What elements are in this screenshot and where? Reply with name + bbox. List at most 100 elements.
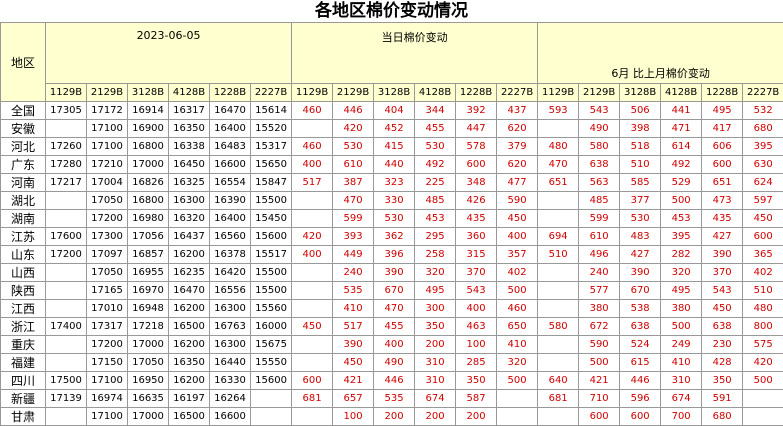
region-cell: 湖北 — [1, 192, 46, 210]
monthly-change-cell: 510 — [743, 282, 783, 300]
price-cell: 17100 — [87, 372, 128, 390]
monthly-change-cell — [538, 354, 579, 372]
daily-change-cell: 225 — [415, 174, 456, 192]
price-cell: 15650 — [251, 156, 292, 174]
monthly-change-cell: 453 — [661, 210, 702, 228]
daily-change-cell: 400 — [456, 300, 497, 318]
monthly-change-cell — [743, 408, 783, 426]
price-cell — [46, 264, 87, 282]
price-cell: 15600 — [251, 228, 292, 246]
monthly-change-cell: 694 — [538, 228, 579, 246]
monthly-change-cell: 249 — [661, 336, 702, 354]
monthly-change-cell — [538, 120, 579, 138]
monthly-change-cell: 480 — [743, 300, 783, 318]
price-cell: 16556 — [210, 282, 251, 300]
daily-change-cell: 310 — [415, 372, 456, 390]
monthly-change-cell: 390 — [702, 246, 743, 264]
monthly-change-cell: 496 — [579, 246, 620, 264]
monthly-change-cell: 600 — [620, 408, 661, 426]
price-cell: 16000 — [251, 318, 292, 336]
monthly-change-cell: 230 — [702, 336, 743, 354]
daily-change-cell: 200 — [415, 408, 456, 426]
monthly-change-cell: 563 — [579, 174, 620, 192]
price-cell: 17050 — [87, 264, 128, 282]
monthly-change-cell: 680 — [743, 120, 783, 138]
daily-change-cell: 240 — [333, 264, 374, 282]
price-cell: 16955 — [128, 264, 169, 282]
monthly-change-cell: 597 — [743, 192, 783, 210]
price-cell: 16450 — [169, 156, 210, 174]
price-cell: 16826 — [128, 174, 169, 192]
daily-change-cell — [292, 336, 333, 354]
daily-change-cell: 530 — [333, 138, 374, 156]
monthly-change-cell: 240 — [579, 264, 620, 282]
daily-change-cell: 323 — [374, 174, 415, 192]
daily-change-cell: 447 — [456, 120, 497, 138]
daily-change-cell: 674 — [415, 390, 456, 408]
daily-change-cell: 435 — [456, 210, 497, 228]
monthly-change-cell: 630 — [743, 156, 783, 174]
monthly-change-cell: 310 — [661, 372, 702, 390]
price-cell: 16390 — [210, 192, 251, 210]
region-cell: 陕西 — [1, 282, 46, 300]
price-cell: 17400 — [46, 318, 87, 336]
price-cell: 17050 — [87, 192, 128, 210]
price-cell: 16914 — [128, 102, 169, 120]
price-cell: 16800 — [128, 192, 169, 210]
price-cell: 16948 — [128, 300, 169, 318]
monthly-change-cell: 402 — [743, 264, 783, 282]
daily-change-cell — [497, 408, 538, 426]
daily-change-cell: 440 — [374, 156, 415, 174]
price-cell: 15675 — [251, 336, 292, 354]
price-cell — [46, 354, 87, 372]
code-header: 3128B — [128, 84, 169, 102]
price-cell: 17150 — [87, 354, 128, 372]
monthly-change-cell: 471 — [661, 120, 702, 138]
price-cell: 17000 — [128, 408, 169, 426]
monthly-change-cell: 624 — [743, 174, 783, 192]
daily-change-cell: 530 — [374, 210, 415, 228]
price-cell: 16330 — [210, 372, 251, 390]
region-cell: 四川 — [1, 372, 46, 390]
monthly-change-cell: 427 — [702, 228, 743, 246]
daily-change-cell: 392 — [456, 102, 497, 120]
price-cell: 16200 — [169, 336, 210, 354]
price-cell: 17056 — [128, 228, 169, 246]
price-cell: 17004 — [87, 174, 128, 192]
daily-change-cell: 490 — [374, 354, 415, 372]
price-cell: 16560 — [210, 228, 251, 246]
monthly-change-cell: 575 — [743, 336, 783, 354]
monthly-change-cell: 710 — [579, 390, 620, 408]
monthly-change-cell: 596 — [620, 390, 661, 408]
code-header: 1129B — [538, 84, 579, 102]
price-cell: 17300 — [87, 228, 128, 246]
monthly-change-cell — [538, 282, 579, 300]
monthly-change-cell: 591 — [702, 390, 743, 408]
daily-change-cell: 446 — [374, 372, 415, 390]
daily-change-cell: 350 — [415, 318, 456, 336]
daily-change-cell: 100 — [456, 336, 497, 354]
monthly-change-cell: 651 — [702, 174, 743, 192]
region-cell: 广东 — [1, 156, 46, 174]
daily-change-cell: 620 — [497, 156, 538, 174]
price-cell: 16635 — [128, 390, 169, 408]
daily-change-cell: 535 — [333, 282, 374, 300]
monthly-change-cell: 483 — [620, 228, 661, 246]
price-cell: 15847 — [251, 174, 292, 192]
monthly-change-cell: 615 — [620, 354, 661, 372]
price-cell: 15560 — [251, 300, 292, 318]
code-header: 1228B — [210, 84, 251, 102]
monthly-change-cell: 538 — [620, 300, 661, 318]
price-cell — [46, 408, 87, 426]
monthly-change-cell: 518 — [620, 138, 661, 156]
monthly-change-cell: 395 — [743, 138, 783, 156]
